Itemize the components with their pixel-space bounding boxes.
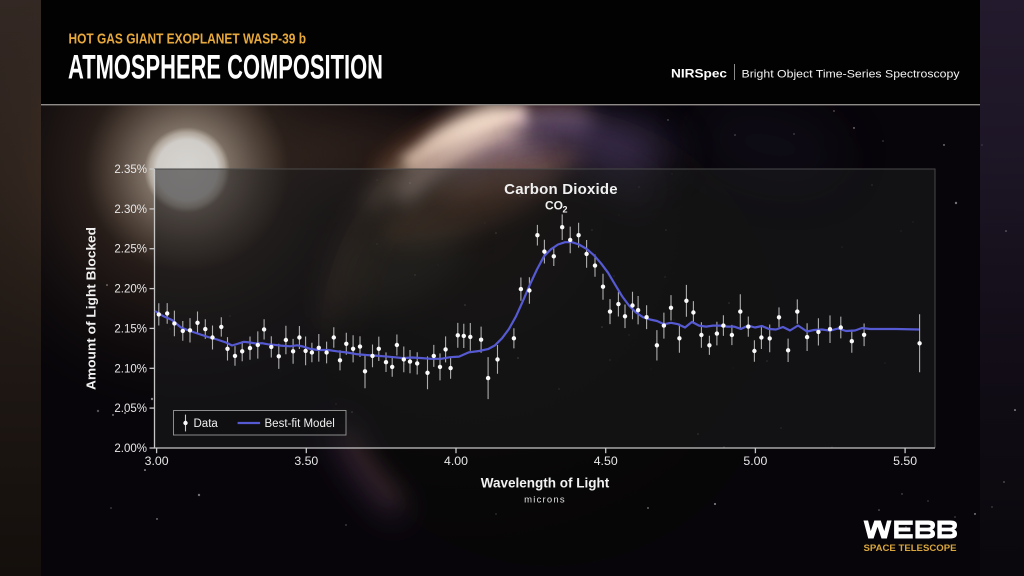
svg-text:CO: CO [545,199,563,213]
svg-text:Carbon Dioxide: Carbon Dioxide [504,181,618,198]
svg-text:2.15%: 2.15% [114,323,147,335]
svg-text:Best-fit Model: Best-fit Model [265,418,335,430]
svg-text:2.10%: 2.10% [114,363,147,375]
svg-text:HOT GAS GIANT EXOPLANET WASP-3: HOT GAS GIANT EXOPLANET WASP-39 b [69,31,307,48]
svg-text:NIRSpec: NIRSpec [671,67,727,81]
svg-text:2: 2 [563,205,568,215]
svg-text:3.00: 3.00 [145,454,169,468]
svg-text:ATMOSPHERE COMPOSITION: ATMOSPHERE COMPOSITION [68,49,383,87]
svg-text:4.50: 4.50 [594,454,618,468]
svg-text:SPACE TELESCOPE: SPACE TELESCOPE [864,543,957,554]
svg-text:microns: microns [524,495,566,506]
svg-text:5.00: 5.00 [743,454,767,468]
svg-text:2.25%: 2.25% [114,244,147,256]
svg-text:2.35%: 2.35% [114,164,147,176]
svg-text:Wavelength of Light: Wavelength of Light [481,476,610,491]
svg-text:Amount of Light Blocked: Amount of Light Blocked [85,227,99,390]
svg-text:2.00%: 2.00% [114,443,147,455]
svg-text:2.05%: 2.05% [114,403,147,415]
svg-text:5.50: 5.50 [893,454,917,468]
svg-text:Data: Data [194,418,219,430]
svg-text:4.00: 4.00 [444,454,468,468]
svg-text:Bright Object Time-Series Spec: Bright Object Time-Series Spectroscopy [742,69,961,81]
svg-text:2.20%: 2.20% [114,284,147,296]
svg-text:3.50: 3.50 [294,454,318,468]
svg-text:2.30%: 2.30% [114,204,147,216]
